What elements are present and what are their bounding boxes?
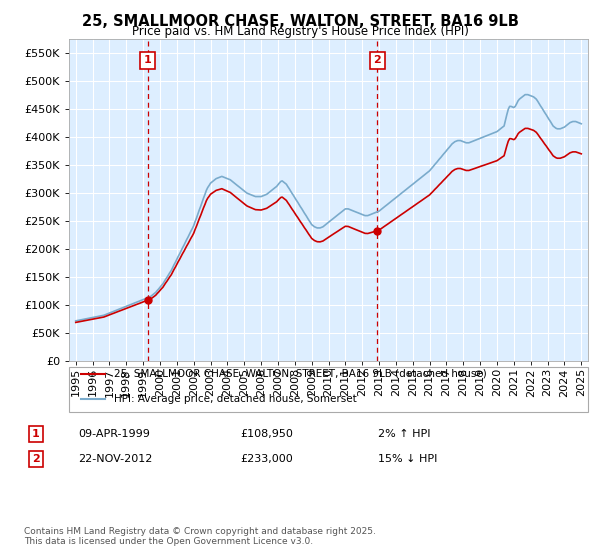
Text: 2% ↑ HPI: 2% ↑ HPI — [378, 429, 431, 439]
Text: 09-APR-1999: 09-APR-1999 — [78, 429, 150, 439]
Text: 2: 2 — [373, 55, 381, 66]
Text: 1: 1 — [32, 429, 40, 439]
Text: 15% ↓ HPI: 15% ↓ HPI — [378, 454, 437, 464]
Text: £233,000: £233,000 — [240, 454, 293, 464]
Text: £108,950: £108,950 — [240, 429, 293, 439]
Text: HPI: Average price, detached house, Somerset: HPI: Average price, detached house, Some… — [114, 394, 357, 404]
Text: Contains HM Land Registry data © Crown copyright and database right 2025.
This d: Contains HM Land Registry data © Crown c… — [24, 526, 376, 546]
Text: 25, SMALLMOOR CHASE, WALTON, STREET, BA16 9LB (detached house): 25, SMALLMOOR CHASE, WALTON, STREET, BA1… — [114, 368, 487, 379]
Text: 25, SMALLMOOR CHASE, WALTON, STREET, BA16 9LB: 25, SMALLMOOR CHASE, WALTON, STREET, BA1… — [82, 14, 518, 29]
Text: 2: 2 — [32, 454, 40, 464]
Text: 22-NOV-2012: 22-NOV-2012 — [78, 454, 152, 464]
Text: Price paid vs. HM Land Registry's House Price Index (HPI): Price paid vs. HM Land Registry's House … — [131, 25, 469, 38]
Text: 1: 1 — [144, 55, 152, 66]
